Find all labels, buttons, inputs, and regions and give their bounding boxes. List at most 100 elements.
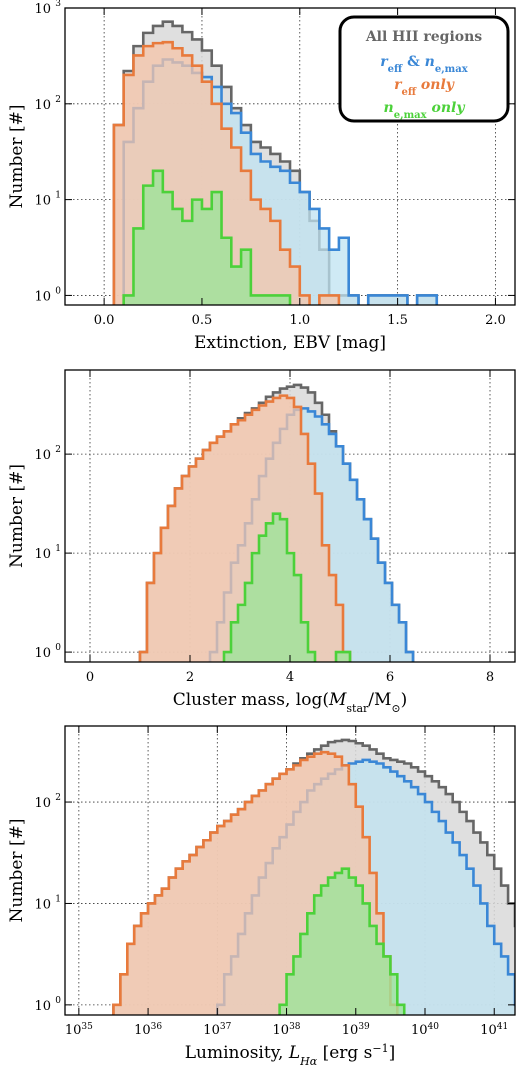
x-tick-base: 10 xyxy=(134,1023,151,1038)
x-tick-label: 0.5 xyxy=(192,313,213,328)
x-tick-label: 0.0 xyxy=(94,313,115,328)
x-tick-base: 10 xyxy=(411,1023,428,1038)
x-tick-text: 6 xyxy=(386,670,394,685)
legend-ne-only: ne,max only xyxy=(384,100,466,121)
x-tick-label: 1036 xyxy=(134,1022,162,1038)
x-tick-label: 6 xyxy=(386,670,394,685)
legend-reff-only: reff only xyxy=(394,77,455,98)
axes-frame xyxy=(64,725,516,1016)
x-tick-text: 2 xyxy=(186,670,194,685)
y-axis-label: Number [#] xyxy=(7,105,27,209)
hist-line-ne_only xyxy=(122,169,292,305)
x-tick-label: 4 xyxy=(286,670,294,685)
y-tick-label: 10 xyxy=(34,2,51,17)
x-tick-exp: 38 xyxy=(289,1022,301,1032)
x-axis-label: Cluster mass, log(Mstar/M⊙) xyxy=(173,690,408,715)
hist-fill-ne_only xyxy=(224,513,350,662)
y-tick-base: 10 xyxy=(34,2,51,17)
y-axis-label-text: Number [#] xyxy=(7,105,27,209)
x-tick-text: 4 xyxy=(286,670,294,685)
legend-all: All HII regions xyxy=(365,29,482,45)
panel-cluster-mass: 0 2 4 6 8 10 0 10 1 10 2 Number [#] Cluster mass, lo… xyxy=(7,369,516,715)
y-tick-base: 10 xyxy=(34,897,51,912)
hist-line-reff_only xyxy=(112,750,399,1015)
y-axis-label-text: Number [#] xyxy=(7,464,27,568)
hist-fill-ne_only xyxy=(279,868,405,1015)
y-tick-exp: 0 xyxy=(55,996,61,1006)
x-tick-label: 1.0 xyxy=(289,313,310,328)
x-tick-label: 1037 xyxy=(203,1022,231,1038)
ticks xyxy=(65,7,515,305)
axes-frame xyxy=(64,7,516,306)
y-axis-label-text: Number [#] xyxy=(7,819,27,923)
x-tick-label: 1040 xyxy=(411,1022,439,1038)
ticks xyxy=(65,370,515,662)
x-tick-label: 2.0 xyxy=(485,313,506,328)
x-tick-label: 0 xyxy=(86,670,94,685)
y-tick-exp: 0 xyxy=(55,286,61,296)
panel-extinction: 0.0 0.5 1.0 1.5 2.0 10 0 10 1 10 2 10 3 Number [#] Ext… xyxy=(7,0,516,353)
x-tick-text: 0.0 xyxy=(94,313,115,328)
x-tick-base: 10 xyxy=(342,1023,359,1038)
y-tick-exp: 3 xyxy=(55,0,61,9)
y-tick-label: 10 xyxy=(34,999,51,1014)
y-axis-label: Number [#] xyxy=(7,819,27,923)
y-tick-label: 10 xyxy=(34,289,51,304)
x-tick-text: 8 xyxy=(486,670,494,685)
x-tick-label: 1035 xyxy=(65,1022,93,1038)
y-tick-exp: 2 xyxy=(55,445,61,455)
x-tick-base: 10 xyxy=(273,1023,290,1038)
x-axis-label: Luminosity, LHα [erg s−1] xyxy=(185,1042,396,1068)
y-axis-label: Number [#] xyxy=(7,464,27,568)
x-tick-label: 1038 xyxy=(273,1022,301,1038)
hist-line-ne_only xyxy=(222,512,352,662)
x-tick-exp: 36 xyxy=(151,1022,163,1032)
x-tick-base: 10 xyxy=(203,1023,220,1038)
hist-fill-ne_only xyxy=(123,170,290,305)
legend-reff-ne: reff & ne,max xyxy=(380,54,468,75)
x-tick-base: 10 xyxy=(65,1023,82,1038)
histograms xyxy=(112,20,439,305)
x-tick-exp: 40 xyxy=(428,1022,440,1032)
hist-line-reff_only xyxy=(112,40,341,305)
y-tick-exp: 1 xyxy=(55,894,61,904)
x-tick-label: 8 xyxy=(486,670,494,685)
y-tick-label: 10 xyxy=(34,646,51,661)
y-tick-exp: 1 xyxy=(55,191,61,201)
y-tick-base: 10 xyxy=(34,448,51,463)
x-tick-exp: 35 xyxy=(81,1022,93,1032)
y-tick-exp: 0 xyxy=(55,643,61,653)
y-tick-base: 10 xyxy=(34,194,51,209)
x-tick-base: 10 xyxy=(480,1023,497,1038)
y-tick-base: 10 xyxy=(34,796,51,811)
x-tick-exp: 39 xyxy=(358,1022,370,1032)
histograms xyxy=(112,738,515,1015)
x-tick-label: 1039 xyxy=(342,1022,370,1038)
y-tick-label: 10 xyxy=(34,194,51,209)
y-tick-base: 10 xyxy=(34,289,51,304)
x-tick-exp: 41 xyxy=(497,1022,508,1032)
y-tick-exp: 2 xyxy=(55,793,61,803)
x-axis-label: Extinction, EBV [mag] xyxy=(194,333,386,353)
x-tick-text: 1.0 xyxy=(289,313,310,328)
x-tick-label: 1.5 xyxy=(387,313,408,328)
x-tick-text: 1.5 xyxy=(387,313,408,328)
y-tick-label: 10 xyxy=(34,796,51,811)
y-tick-exp: 2 xyxy=(55,95,61,105)
y-tick-label: 10 xyxy=(34,98,51,113)
x-tick-text: 0.5 xyxy=(192,313,213,328)
y-tick-label: 10 xyxy=(34,448,51,463)
x-tick-text: 0 xyxy=(86,670,94,685)
y-tick-base: 10 xyxy=(34,98,51,113)
y-tick-base: 10 xyxy=(34,999,51,1014)
y-tick-label: 10 xyxy=(34,547,51,562)
x-axis-label-text: Extinction, EBV [mag] xyxy=(194,333,386,353)
x-tick-label: 1041 xyxy=(480,1022,508,1038)
y-tick-label: 10 xyxy=(34,897,51,912)
x-tick-text: 2.0 xyxy=(485,313,506,328)
y-tick-base: 10 xyxy=(34,646,51,661)
hist-line-ne_only xyxy=(278,867,406,1015)
